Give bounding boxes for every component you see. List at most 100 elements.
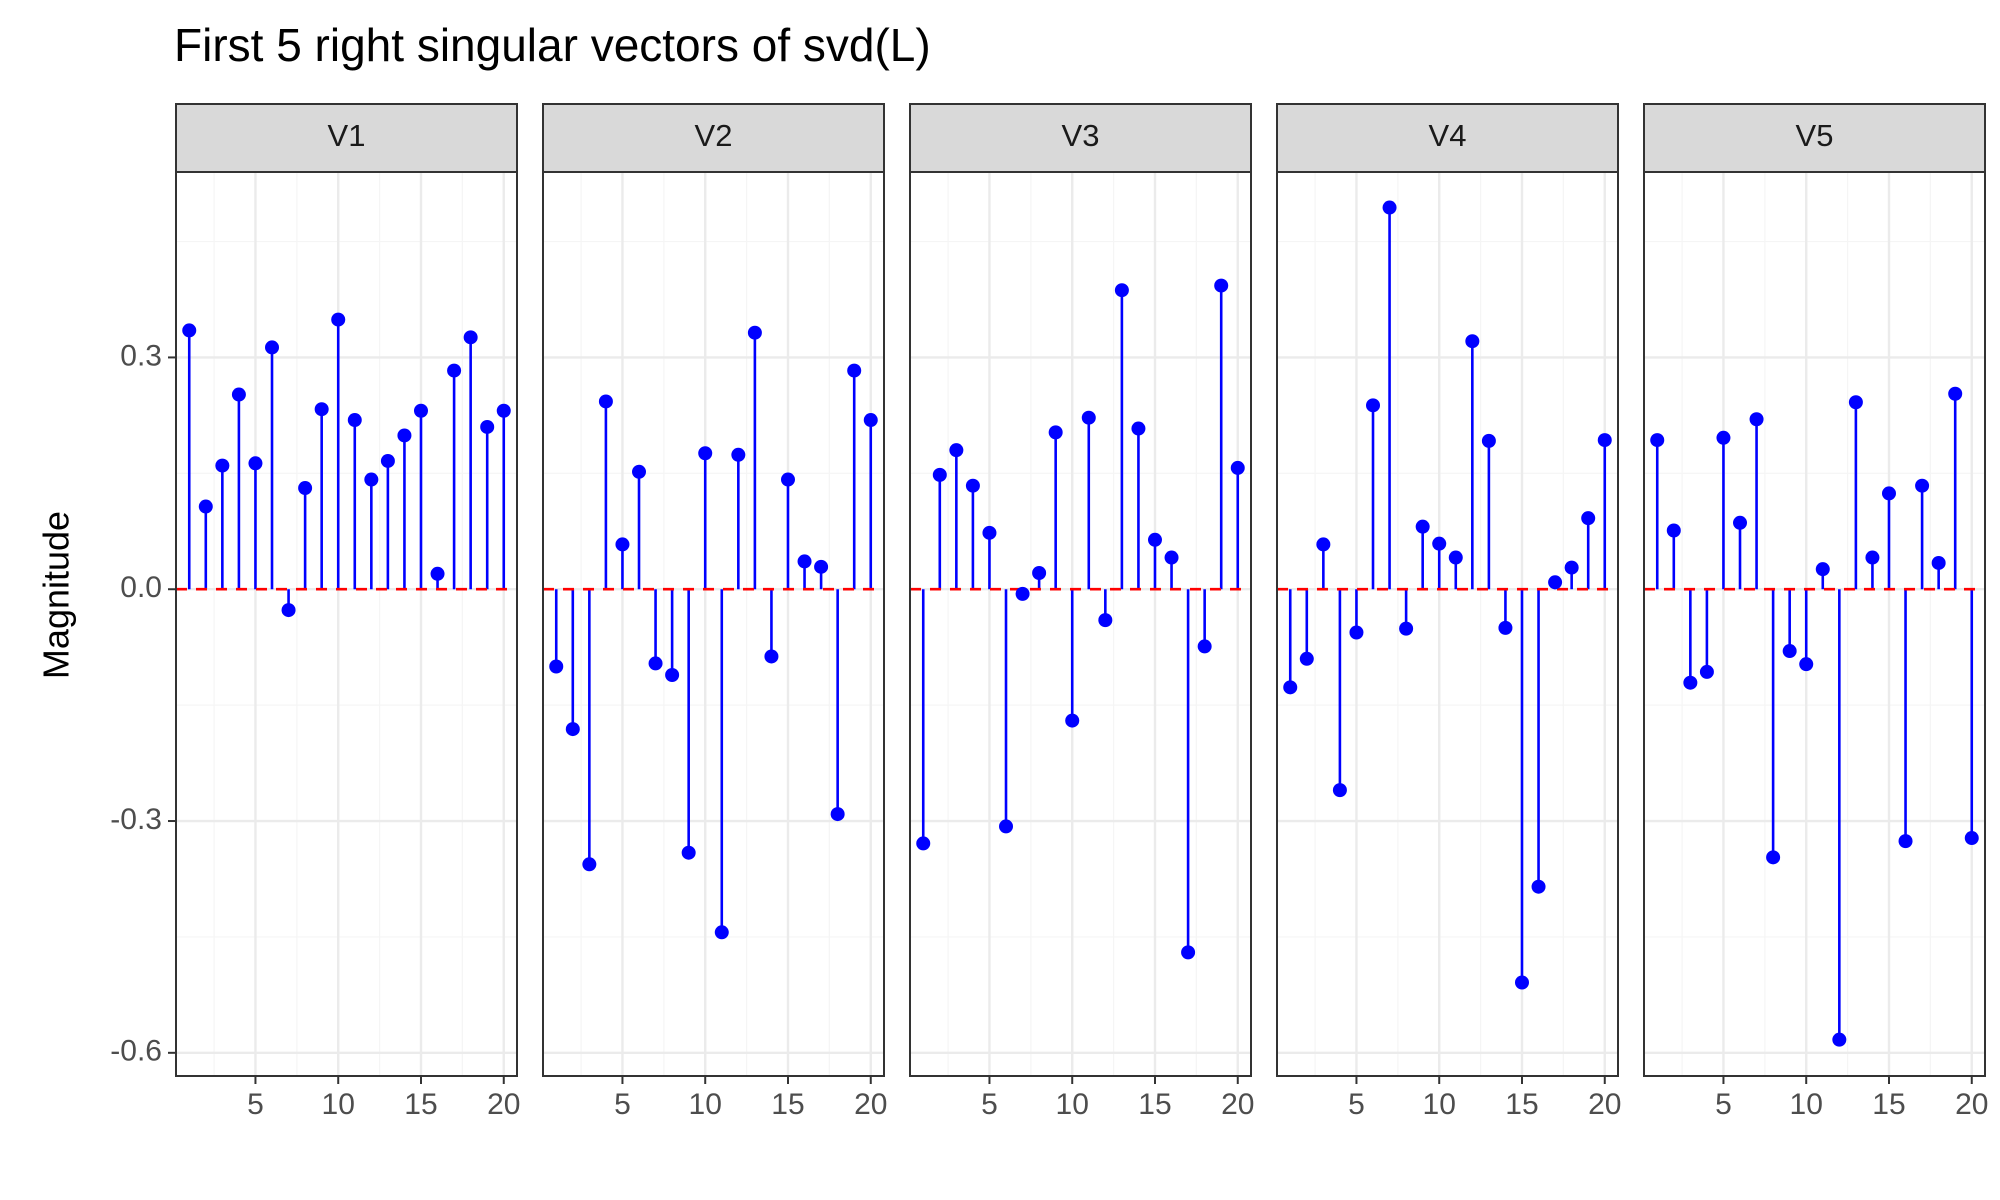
data-point [1399, 621, 1414, 636]
y-axis-title: Magnitude [36, 511, 77, 679]
data-point [598, 394, 613, 409]
x-tick-label: 15 [771, 1088, 804, 1121]
data-point [549, 659, 564, 674]
data-point [1832, 1032, 1847, 1047]
facet-strip [1276, 103, 1619, 173]
data-point [397, 428, 412, 443]
data-point [1915, 478, 1930, 493]
data-point [797, 554, 812, 569]
data-point [949, 443, 964, 458]
data-point [1865, 550, 1880, 565]
facet-strip-label: V2 [695, 118, 733, 153]
facet-strip-label: V4 [1429, 118, 1467, 153]
y-tick-label: -0.6 [110, 1035, 162, 1068]
data-point [731, 447, 746, 462]
data-point [863, 413, 878, 428]
data-point [1898, 834, 1913, 849]
data-point [1766, 850, 1781, 865]
y-tick-label: -0.3 [110, 803, 162, 836]
data-point [847, 363, 862, 378]
data-point [281, 603, 296, 618]
data-point [1799, 657, 1814, 672]
x-tick-label: 20 [1588, 1088, 1621, 1121]
data-point [916, 836, 931, 851]
data-point [1283, 680, 1298, 695]
data-point [1948, 386, 1963, 401]
data-point [298, 481, 313, 496]
facet-panel-v5: V5 5 10 15 20 [1643, 103, 1988, 1121]
data-point [814, 559, 829, 574]
data-point [932, 467, 947, 482]
x-tick-label: 15 [404, 1088, 437, 1121]
data-point [1481, 433, 1496, 448]
data-point [347, 413, 362, 428]
y-tick-label: 0.3 [120, 339, 162, 372]
data-point [1164, 550, 1179, 565]
data-point [430, 566, 445, 581]
x-tick-label: 20 [1221, 1088, 1254, 1121]
facet-panel-v4: V4 5 10 15 20 [1276, 103, 1621, 1121]
x-tick-label: 10 [1056, 1088, 1089, 1121]
data-point [1782, 644, 1797, 659]
data-point [1131, 421, 1146, 436]
panel-background [176, 172, 517, 1076]
data-point [565, 722, 580, 737]
data-point [764, 649, 779, 664]
data-point [248, 456, 263, 471]
data-point [331, 312, 346, 327]
data-point [1332, 783, 1347, 798]
facet-strip-label: V1 [328, 118, 366, 153]
x-tick-label: 5 [981, 1088, 998, 1121]
data-point [198, 499, 213, 514]
x-tick-label: 20 [854, 1088, 887, 1121]
facet-strip-label: V3 [1062, 118, 1100, 153]
facet-panel-v2: V2 5 10 15 20 [542, 103, 887, 1121]
data-point [1848, 395, 1863, 410]
x-tick-label: 15 [1138, 1088, 1171, 1121]
data-point [698, 446, 713, 461]
x-tick-label: 10 [322, 1088, 355, 1121]
data-point [582, 857, 597, 872]
panel-background [1644, 172, 1985, 1076]
panel-background [543, 172, 884, 1076]
data-point [447, 363, 462, 378]
data-point [1581, 511, 1596, 526]
x-tick-label: 5 [614, 1088, 631, 1121]
data-point [1415, 519, 1430, 534]
data-point [681, 845, 696, 860]
data-point [1114, 283, 1129, 298]
panel-background [910, 172, 1251, 1076]
x-tick-label: 5 [1348, 1088, 1365, 1121]
facet-strip [542, 103, 885, 173]
data-point [1098, 613, 1113, 628]
data-point [1699, 664, 1714, 679]
data-point [1349, 625, 1364, 640]
data-point [1666, 523, 1681, 538]
data-point [215, 458, 230, 473]
facet-strip [1643, 103, 1986, 173]
data-point [231, 387, 246, 402]
data-point [1382, 200, 1397, 215]
data-point [714, 925, 729, 940]
facet-panels: -0.6 -0.3 0.0 0.3 V1 5 10 15 20 V2 5 10 15 20 V3 5 10 15 2… [110, 103, 1988, 1121]
data-point [1065, 713, 1080, 728]
data-point [830, 807, 845, 822]
data-point [1733, 515, 1748, 530]
x-tick-label: 20 [487, 1088, 520, 1121]
data-point [1432, 536, 1447, 551]
y-tick-label: 0.0 [120, 571, 162, 604]
data-point [1964, 831, 1979, 846]
x-tick-label: 10 [1423, 1088, 1456, 1121]
data-point [380, 453, 395, 468]
data-point [480, 419, 495, 434]
data-point [1815, 562, 1830, 577]
data-point [314, 402, 329, 417]
x-tick-label: 15 [1505, 1088, 1538, 1121]
panel-background [1277, 172, 1618, 1076]
data-point [665, 667, 680, 682]
chart-title: First 5 right singular vectors of svd(L) [174, 19, 931, 71]
facet-strip-label: V5 [1796, 118, 1834, 153]
data-point [1448, 550, 1463, 565]
x-tick-label: 20 [1955, 1088, 1988, 1121]
data-point [632, 464, 647, 479]
